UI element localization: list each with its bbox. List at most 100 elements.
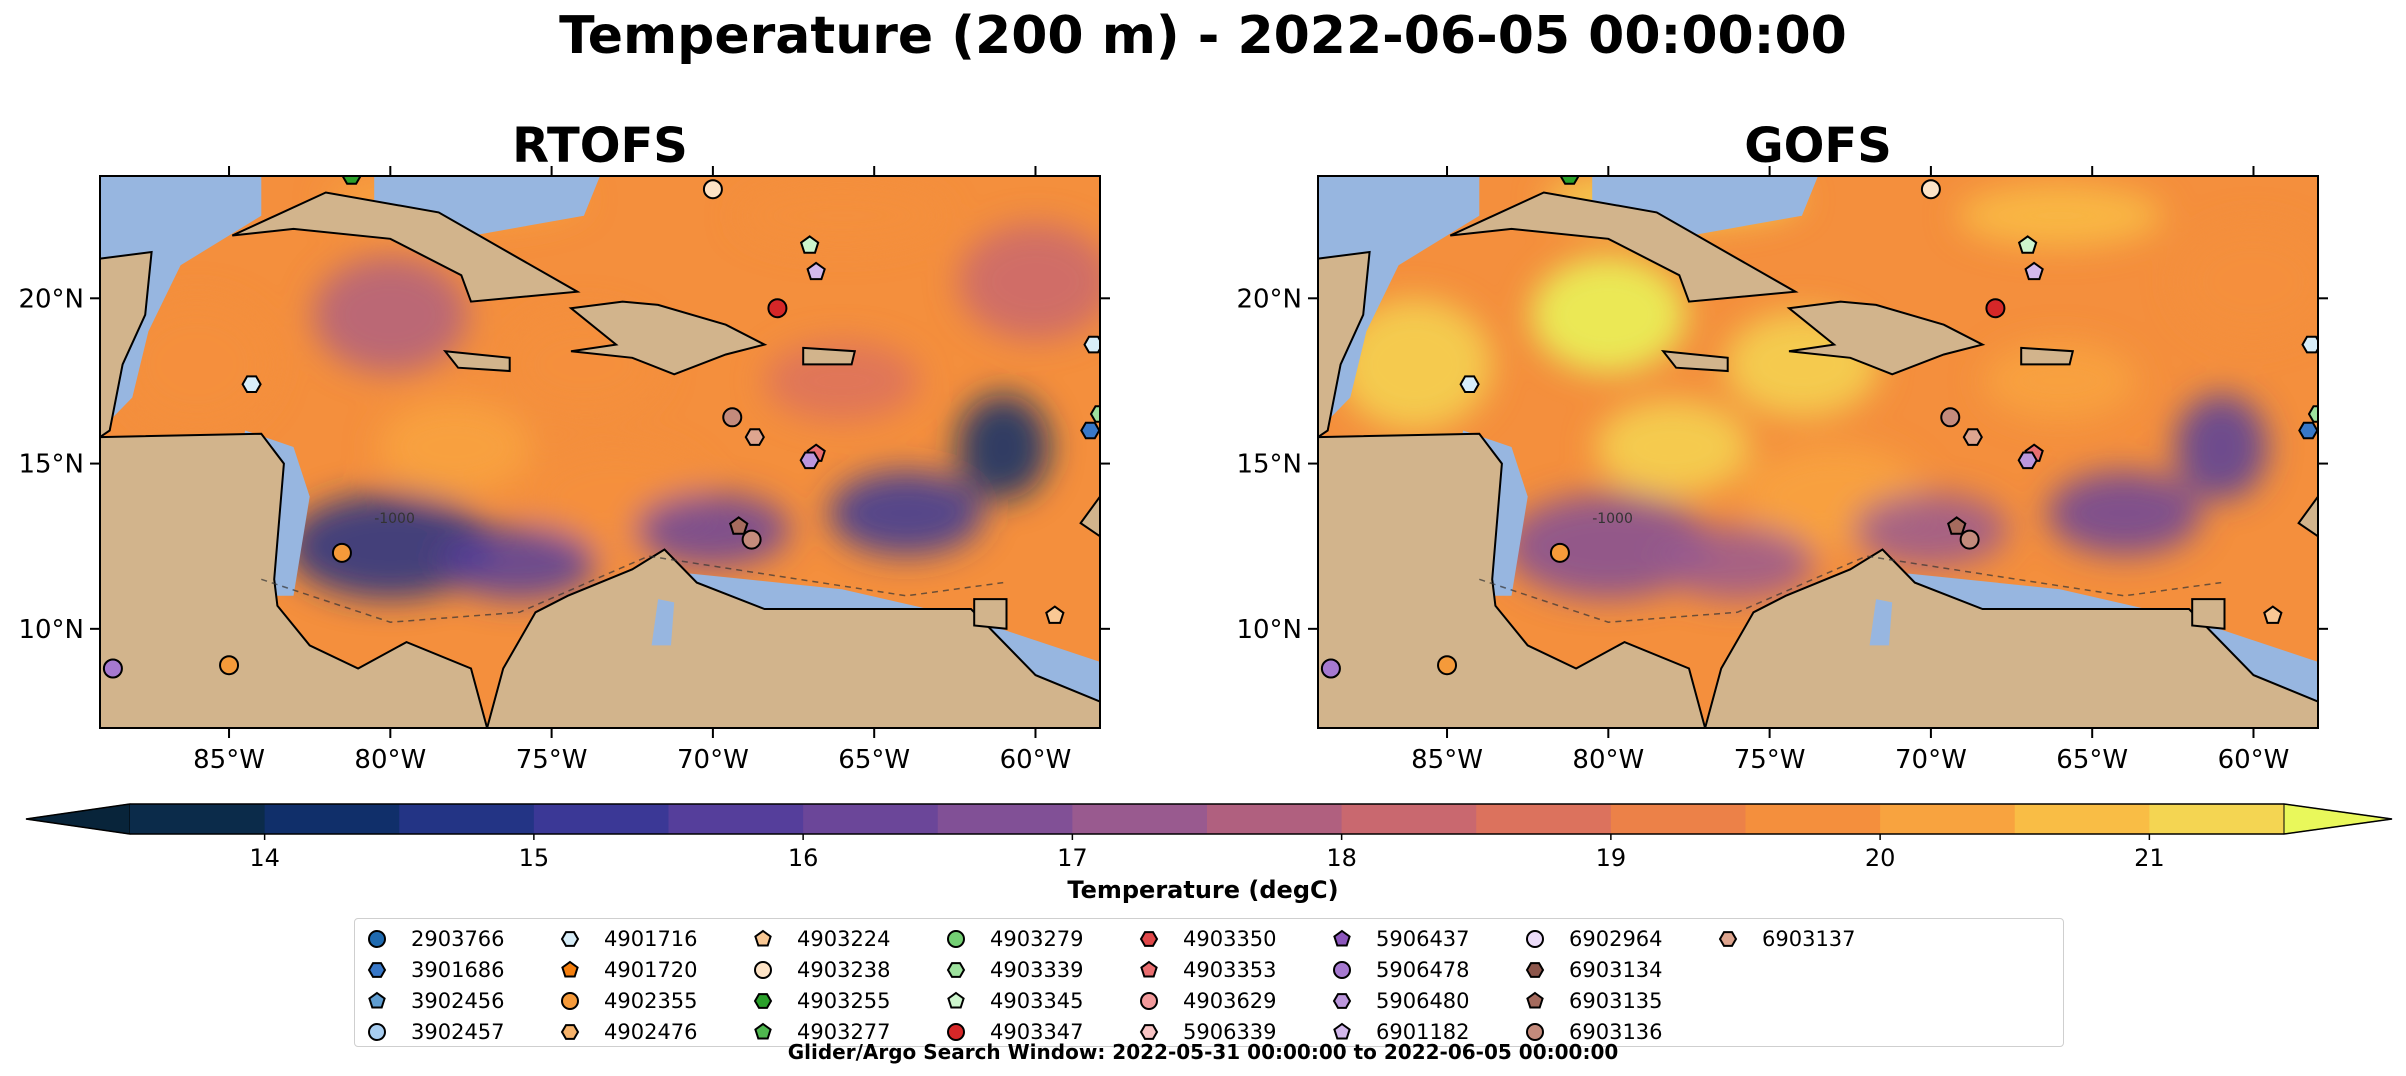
colorbar-segment — [2014, 804, 2150, 834]
legend: 2903766 3901686 3902456 3902457 4901716 49017… — [354, 918, 2064, 1047]
hexagon-marker-icon — [560, 1023, 580, 1040]
colorbar-extend-high — [2283, 803, 2393, 835]
legend-marker — [368, 1022, 386, 1041]
legend-item: 3902457 — [365, 1016, 558, 1047]
legend-label: 5906480 — [1376, 988, 1470, 1013]
land-puerto-rico — [802, 346, 857, 366]
float-marker-6903135 — [1947, 516, 1967, 535]
legend-marker — [1332, 992, 1352, 1009]
colorbar-segment — [1207, 804, 1343, 834]
colorbar-segment — [264, 804, 400, 834]
legend-label: 4902355 — [604, 988, 698, 1013]
legend-label: 4903238 — [797, 957, 891, 982]
float-marker-5906478 — [102, 658, 123, 679]
land-trinidad — [2191, 598, 2226, 630]
float-marker-5906480 — [799, 451, 820, 470]
legend-item: 6903136 — [1523, 1016, 1716, 1047]
colorbar-tick-label: 15 — [519, 844, 550, 872]
legend-marker — [947, 1022, 965, 1041]
y-tick-label: 15°N — [1236, 450, 1302, 480]
colorbar-segment — [1072, 804, 1208, 834]
legend-item: 2903766 — [365, 923, 558, 954]
legend-label: 6902964 — [1569, 926, 1663, 951]
colorbar-segment — [1476, 804, 1612, 834]
legend-marker — [1333, 929, 1351, 946]
land-hispaniola — [1786, 300, 1986, 376]
legend-marker — [754, 960, 772, 979]
legend-marker — [1718, 930, 1738, 947]
float-marker-6903136 — [722, 407, 743, 428]
legend-item: 4901720 — [558, 954, 751, 985]
colorbar-tick-label: 14 — [249, 844, 280, 872]
float-marker-6903136 — [1959, 529, 1980, 550]
x-tick-label: 70°W — [1895, 745, 1967, 775]
legend-item: 4902355 — [558, 985, 751, 1016]
circle-marker-icon — [947, 929, 965, 948]
colorbar-segment — [130, 804, 266, 834]
legend-item: 4903279 — [944, 923, 1137, 954]
legend-item: 5906478 — [1330, 954, 1523, 985]
legend-marker — [561, 960, 579, 977]
colorbar-segment — [2149, 804, 2285, 834]
x-tick-label: 60°W — [1000, 745, 1072, 775]
legend-marker — [1139, 930, 1159, 947]
x-tick-label: 85°W — [1411, 745, 1483, 775]
float-marker-4902355 — [1437, 655, 1458, 676]
legend-label: 3902457 — [411, 1019, 505, 1044]
legend-label: 6903134 — [1569, 957, 1663, 982]
colorbar-segment — [937, 804, 1073, 834]
legend-item: 6903135 — [1523, 985, 1716, 1016]
legend-label: 4901720 — [604, 957, 698, 982]
pentagon-marker-icon — [1333, 929, 1351, 946]
lake-maracaibo — [651, 599, 675, 646]
legend-label: 5906437 — [1376, 926, 1470, 951]
legend-item: 4903350 — [1137, 923, 1330, 954]
hexagon-marker-icon — [367, 961, 387, 978]
legend-label: 3902456 — [411, 988, 505, 1013]
legend-marker — [946, 961, 966, 978]
colorbar-segment — [1341, 804, 1477, 834]
colorbar-segment — [668, 804, 804, 834]
land-jamaica — [442, 349, 511, 373]
isobath-contour — [261, 555, 1004, 623]
map-panel-rtofs: -1000 85°W 80°W 75°W 70°W 65°W 60°W 10°N 15°N 20°… — [18, 166, 1110, 775]
legend-item: 4903353 — [1137, 954, 1330, 985]
land-lesser-antilles — [2297, 494, 2318, 538]
legend-item: 4903347 — [944, 1016, 1137, 1047]
legend-label: 4903255 — [797, 988, 891, 1013]
colorbar-tick-label: 20 — [1865, 844, 1896, 872]
y-tick-label: 10°N — [1236, 615, 1302, 645]
shelf-yucatan — [100, 176, 262, 431]
map-panel-gofs: -1000 85°W 80°W 75°W 70°W 65°W 60°W 10°N 15°N 20°… — [1236, 166, 2328, 775]
land-yucatan — [100, 250, 153, 439]
legend-marker — [754, 929, 772, 946]
float-marker-4903238 — [702, 179, 723, 200]
legend-marker — [368, 991, 386, 1008]
legend-label: 2903766 — [411, 926, 505, 951]
legend-label: 5906478 — [1376, 957, 1470, 982]
float-marker-5906480 — [2017, 451, 2038, 470]
legend-item: 6903134 — [1523, 954, 1716, 985]
pentagon-marker-icon — [754, 929, 772, 946]
circle-marker-icon — [561, 991, 579, 1010]
circle-marker-icon — [1140, 991, 1158, 1010]
hexagon-marker-icon — [1332, 992, 1352, 1009]
float-marker-4903347 — [767, 298, 788, 319]
legend-label: 4903339 — [990, 957, 1084, 982]
hexagon-marker-icon — [1139, 930, 1159, 947]
land-cuba — [231, 191, 581, 303]
legend-marker — [1140, 960, 1158, 977]
colorbar-segment — [803, 804, 939, 834]
colorbar-segment — [1610, 804, 1747, 834]
colorbar-segment — [1745, 804, 1881, 834]
colorbar-outline — [25, 803, 2393, 835]
legend-marker — [1333, 960, 1351, 979]
pentagon-marker-icon — [368, 991, 386, 1008]
legend-label: 6903135 — [1569, 988, 1663, 1013]
colorbar-tick-label: 19 — [1596, 844, 1627, 872]
legend-label: 6903136 — [1569, 1019, 1663, 1044]
float-marker-4902355 — [1549, 542, 1570, 563]
x-tick-label: 70°W — [677, 745, 749, 775]
hexagon-marker-icon — [1139, 1023, 1159, 1040]
colorbar-extend-low — [25, 803, 131, 835]
